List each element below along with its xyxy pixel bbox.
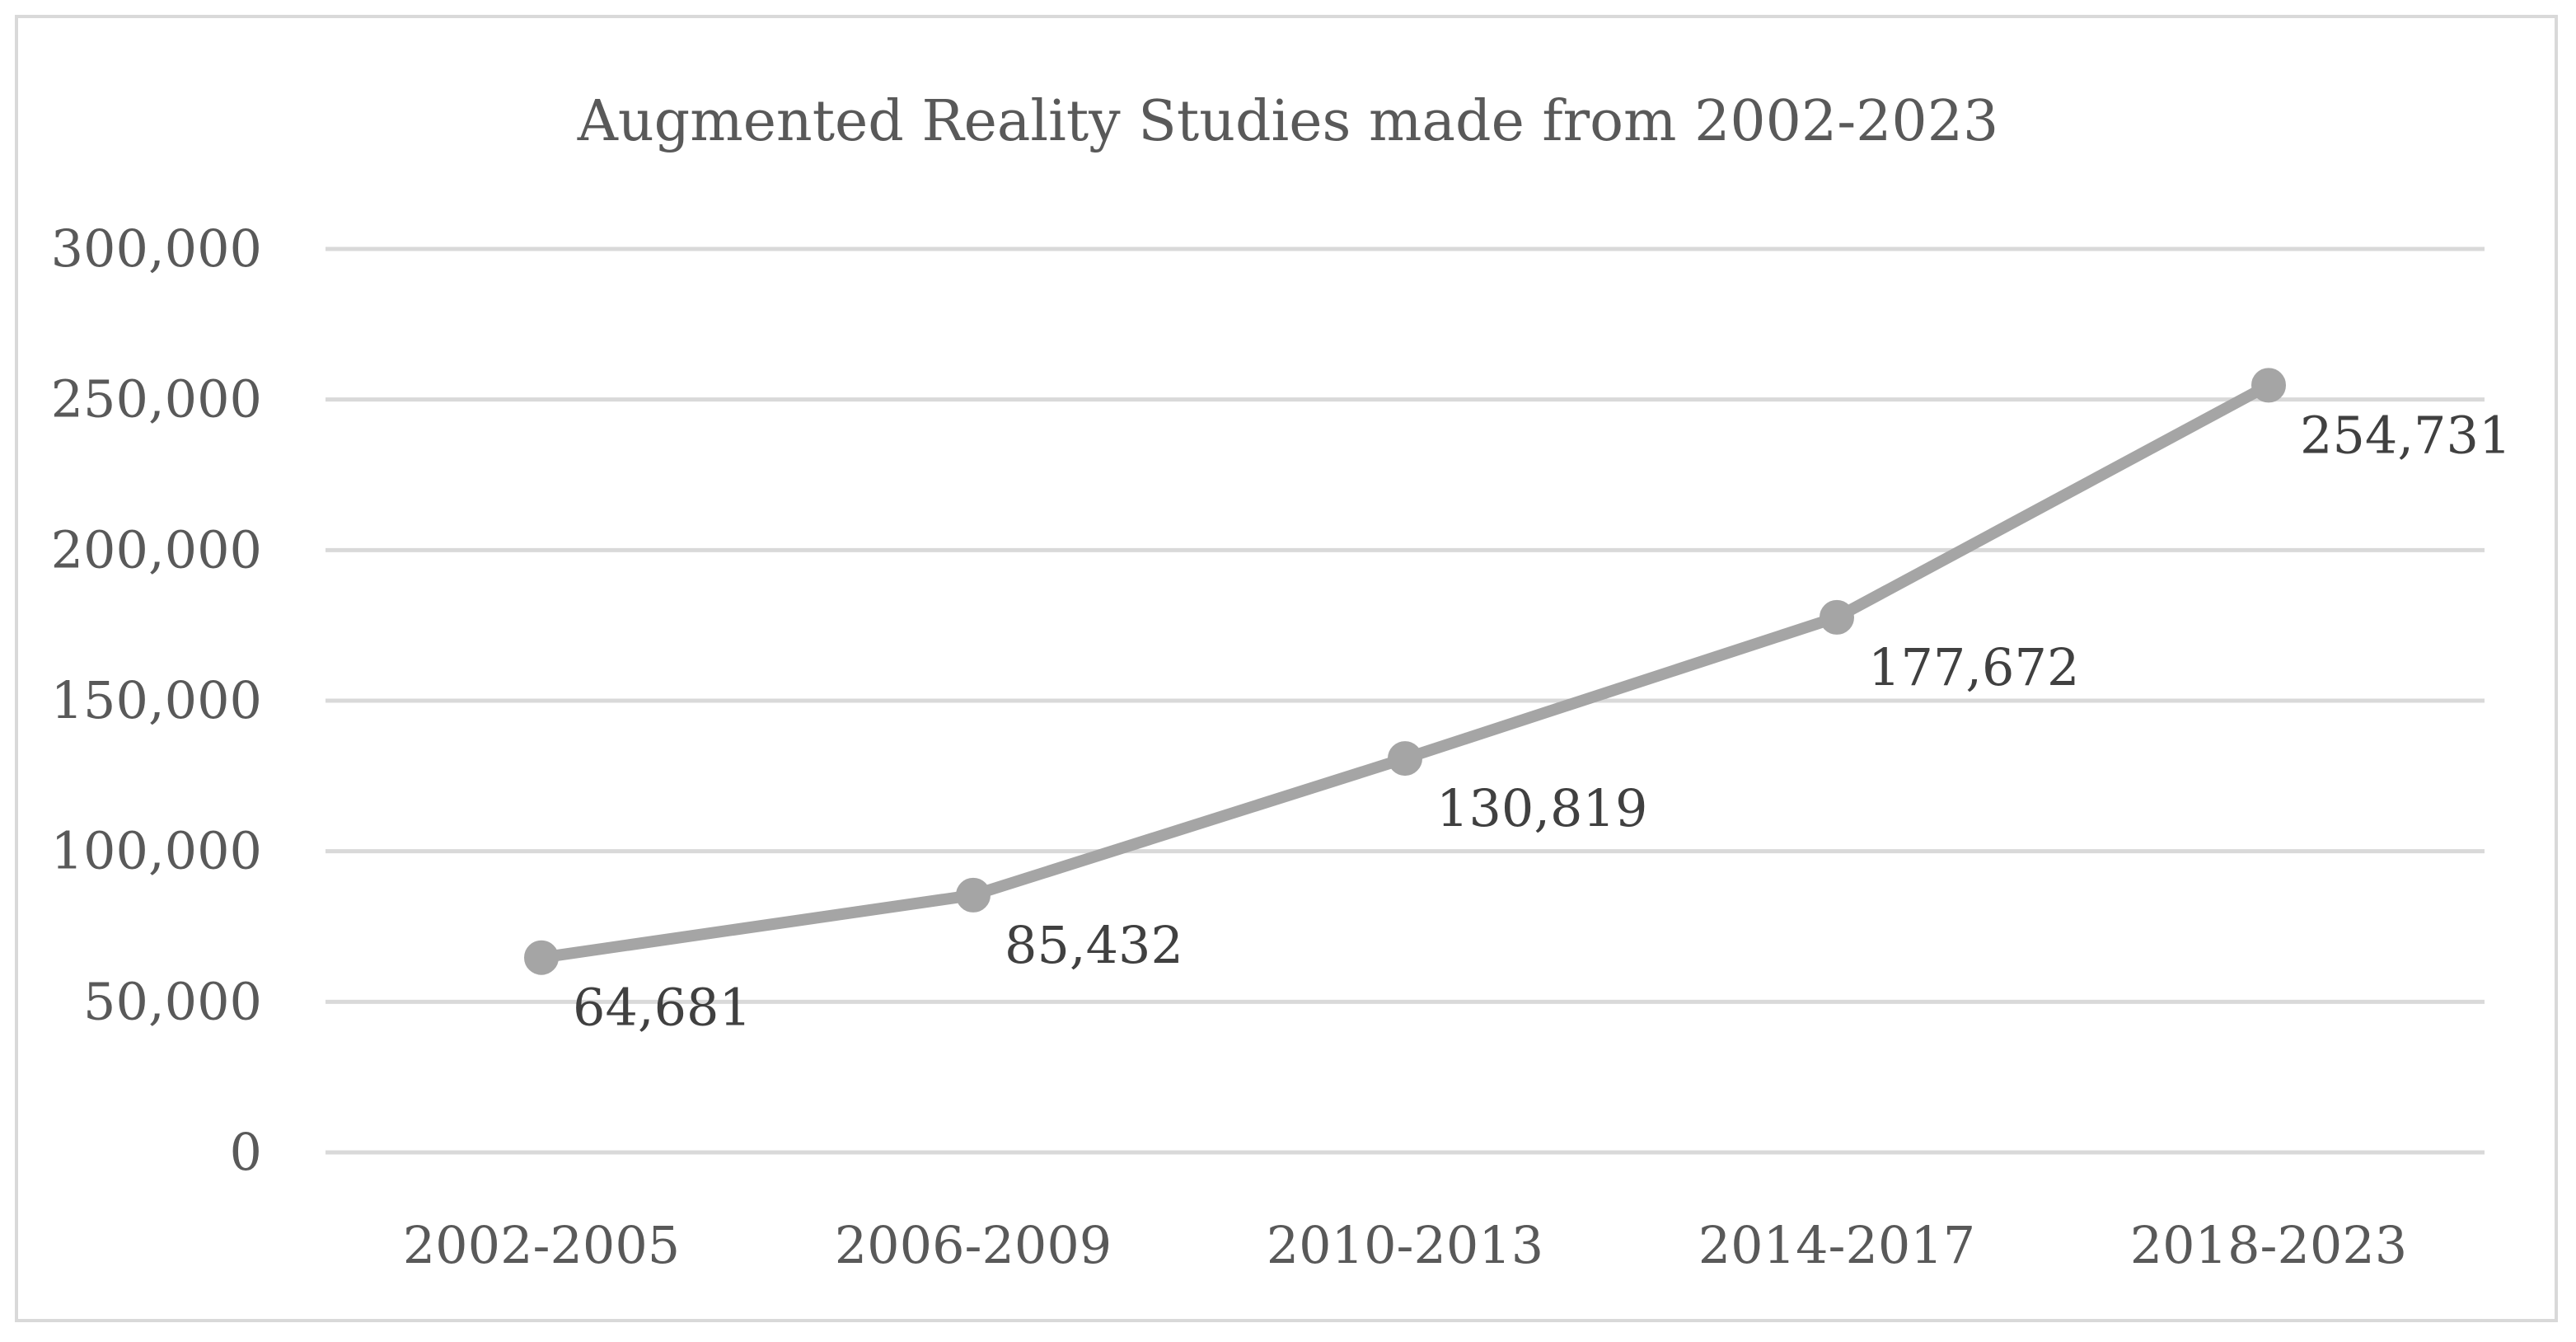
data-label: 85,432 <box>1005 915 1183 975</box>
x-axis-tick-labels: 2002-2005 2006-2009 2010-2013 2014-2017 2018… <box>403 1215 2408 1275</box>
x-tick-label: 2014-2017 <box>1698 1215 1976 1275</box>
data-point-marker <box>524 940 559 975</box>
x-tick-label: 2018-2023 <box>2130 1215 2408 1275</box>
y-tick-label: 200,000 <box>51 519 262 580</box>
data-label: 177,672 <box>1868 637 2079 697</box>
grid-layer <box>326 246 2485 1155</box>
y-axis-tick-labels: 0 50,000 100,000 150,000 200,000 250,000 300,0… <box>51 218 262 1182</box>
y-tick-label: 150,000 <box>51 670 262 730</box>
chart-frame <box>15 15 2558 1322</box>
series-layer <box>524 368 2286 975</box>
y-tick-label: 0 <box>230 1122 262 1182</box>
y-tick-label: 250,000 <box>51 369 262 429</box>
y-tick-label: 300,000 <box>51 218 262 279</box>
x-tick-label: 2010-2013 <box>1267 1215 1544 1275</box>
data-labels: 64,681 85,432 130,819 177,672 254,731 <box>573 405 2511 1037</box>
data-label: 130,819 <box>1436 778 1647 838</box>
data-point-marker <box>956 877 991 913</box>
y-tick-label: 100,000 <box>51 821 262 881</box>
x-tick-label: 2002-2005 <box>403 1215 681 1275</box>
chart-title: Augmented Reality Studies made from 2002… <box>577 89 1998 154</box>
x-tick-label: 2006-2009 <box>835 1215 1112 1275</box>
data-point-marker <box>1388 741 1422 777</box>
data-point-marker <box>2251 368 2286 403</box>
data-label: 254,731 <box>2300 405 2511 465</box>
data-point-marker <box>1820 599 1854 635</box>
data-label: 64,681 <box>573 978 752 1038</box>
y-tick-label: 50,000 <box>83 971 262 1031</box>
